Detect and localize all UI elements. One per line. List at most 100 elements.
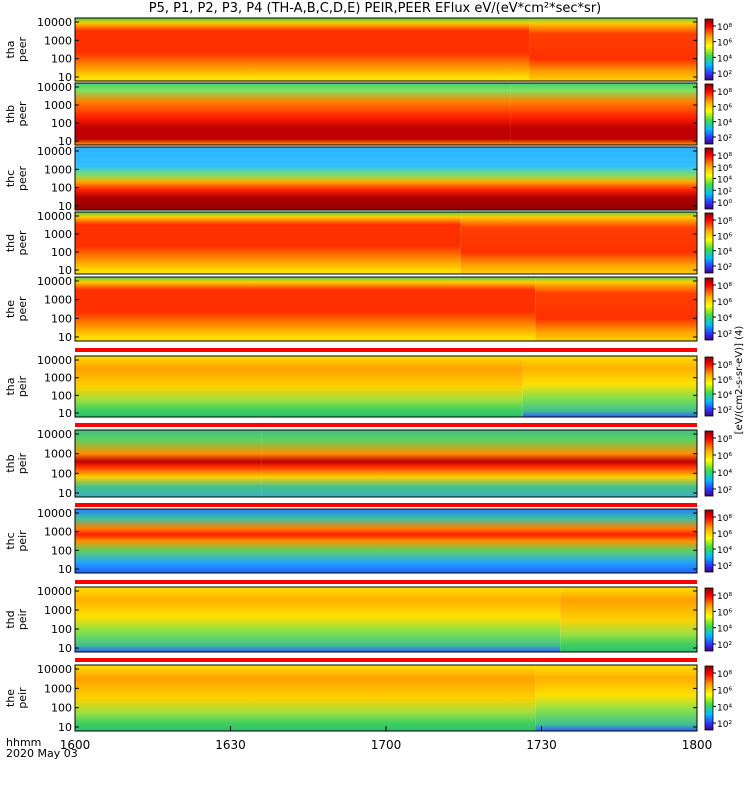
y-tick-label: 10 (58, 487, 72, 500)
y-tick-label: 1000 (44, 604, 72, 617)
panel-frame (74, 146, 698, 211)
colorbar-tick-label: 10⁶ (717, 232, 732, 242)
y-tick-label: 100 (51, 312, 72, 325)
y-tick-label: 1000 (44, 99, 72, 112)
spectrogram-region-early (75, 18, 530, 81)
y-tick-label: 10000 (37, 16, 72, 29)
colorbar-tick-label: 10⁴ (717, 119, 732, 129)
panel-frame (74, 276, 698, 342)
y-axis-species: peer (16, 230, 29, 256)
time-axis-units-label: hhmm (6, 736, 42, 749)
colorbar (704, 147, 714, 210)
colorbar-tick-label: 10⁸ (717, 88, 732, 98)
y-axis-species: peer (16, 37, 29, 63)
x-tick-label: 1600 (59, 738, 91, 752)
colorbar-tick-label: 10⁶ (717, 530, 732, 540)
y-tick-label: 100 (51, 117, 72, 130)
y-axis-probe: the (4, 689, 17, 707)
y-axis-species: peir (16, 608, 29, 630)
y-axis-species: peir (16, 687, 29, 709)
quality-flag-bar (75, 423, 697, 427)
colorbar-tick-label: 10² (717, 562, 732, 572)
y-tick-label: 100 (51, 623, 72, 636)
colorbar (704, 509, 714, 573)
colorbar (704, 277, 714, 341)
y-axis-label: thcpeir (4, 530, 29, 552)
colorbar-tick-label: 10⁴ (717, 703, 732, 713)
y-tick-label: 10000 (37, 275, 72, 288)
colorbar-tick-label: 10⁶ (717, 452, 732, 462)
spectrogram-region-late (460, 212, 697, 274)
colorbar-tick-label: 10⁴ (717, 625, 732, 635)
y-axis-label: thdpeir (4, 608, 29, 630)
spectrogram-region-late (529, 18, 697, 81)
colorbar-tick-label: 10⁴ (717, 54, 732, 64)
y-tick-label: 100 (51, 246, 72, 259)
y-axis-label: thbpeer (4, 101, 29, 127)
y-tick-label: 10000 (37, 354, 72, 367)
colorbar-tick-label: 10² (717, 263, 732, 273)
panel-frame (74, 355, 698, 418)
y-tick-label: 10000 (37, 81, 72, 94)
colorbar-tick-label: 10⁸ (717, 514, 732, 524)
panel-frame (74, 508, 698, 574)
y-tick-label: 10 (58, 563, 72, 576)
spectrogram-region-early (75, 83, 511, 145)
colorbar-tick-label: 10⁸ (717, 361, 732, 371)
y-tick-label: 100 (51, 544, 72, 557)
y-tick-label: 100 (51, 702, 72, 715)
y-tick-label: 100 (51, 467, 72, 480)
colorbar-tick-label: 10⁶ (717, 164, 732, 174)
y-axis-label: thcpeer (4, 166, 29, 192)
spectrogram-panel-thb-peer: 10000 1000 100 10 thbpeer 10⁸ 10⁶ 10⁴ 10² (4, 81, 732, 148)
spectrogram-region-late (535, 277, 697, 341)
colorbar-tick-label: 10² (717, 70, 732, 80)
y-tick-label: 10 (58, 331, 72, 344)
colorbar-tick-label: 10⁸ (717, 23, 732, 33)
spectrogram-panel-thc-peir: 10000 1000 100 10 thcpeir 10⁸ 10⁶ 10⁴ 10² (4, 507, 732, 576)
spectrogram-region-early (75, 509, 386, 573)
colorbar-tick-label: 10⁴ (717, 248, 732, 258)
y-tick-label: 10 (58, 200, 72, 213)
y-tick-label: 10000 (37, 585, 72, 598)
y-axis-species: peer (16, 296, 29, 322)
colorbar-tick-label: 10² (717, 406, 732, 416)
spectrogram-region-late (560, 587, 697, 652)
colorbar-tick-label: 10⁰ (717, 199, 732, 209)
colorbar (704, 587, 714, 652)
colorbar (704, 83, 714, 145)
x-tick-label: 1630 (215, 738, 246, 752)
quality-flag-bar (75, 580, 697, 584)
y-axis-probe: thb (4, 454, 17, 472)
y-axis-species: peir (16, 375, 29, 397)
spectrogram-region-early (75, 665, 536, 731)
x-tick-label: 1730 (526, 738, 557, 752)
colorbar-tick-label: 10² (717, 330, 732, 340)
y-axis-probe: thb (4, 105, 17, 123)
colorbar-tick-label: 10⁸ (717, 282, 732, 292)
y-tick-label: 1000 (44, 228, 72, 241)
x-tick-label: 1700 (370, 738, 402, 752)
spectrogram-panel-the-peir: 10000 1000 100 10 thepeir 10⁸ 10⁶ 10⁴ 10² (4, 663, 732, 734)
panel-frame (74, 211, 698, 275)
y-tick-label: 10000 (37, 507, 72, 520)
y-tick-label: 1000 (44, 526, 72, 539)
y-axis-probe: thc (4, 532, 17, 549)
colorbar-tick-label: 10² (717, 134, 732, 144)
colorbar-tick-label: 10⁸ (717, 435, 732, 445)
quality-flag-bar (75, 658, 697, 662)
spectrogram-region-late (386, 509, 697, 573)
colorbar-tick-label: 10² (717, 641, 732, 651)
colorbar-tick-label: 10⁴ (717, 469, 732, 479)
y-axis-probe: tha (4, 377, 17, 395)
y-axis-species: peir (16, 452, 29, 474)
spectrogram-region-early (75, 356, 523, 417)
colorbar (704, 430, 714, 497)
y-tick-label: 100 (51, 182, 72, 195)
spectrogram-panel-thd-peer: 10000 1000 100 10 thdpeer 10⁸ 10⁶ 10⁴ 10² (4, 210, 732, 277)
time-axis-date-label: 2020 May 03 (6, 747, 78, 760)
y-tick-label: 10 (58, 135, 72, 148)
y-tick-label: 1000 (44, 163, 72, 176)
